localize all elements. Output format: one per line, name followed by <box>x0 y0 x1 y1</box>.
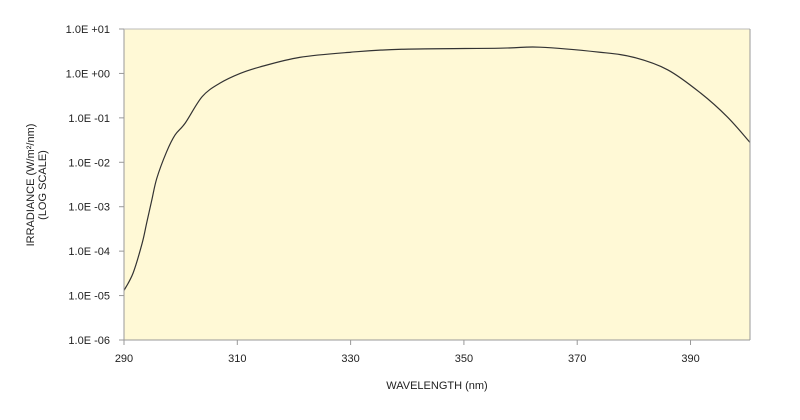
y-tick-label: 1.0E -06 <box>68 335 110 347</box>
x-tick-label: 290 <box>115 353 133 365</box>
y-tick-label: 1.0E +00 <box>66 68 110 80</box>
irradiance-curve <box>123 46 751 291</box>
x-tick-label: 330 <box>341 353 359 365</box>
y-tick-label: 1.0E -02 <box>68 157 110 169</box>
y-tick-label: 1.0E -01 <box>68 113 110 125</box>
y-axis-sublabel: (LOG SCALE) <box>37 150 49 220</box>
x-tick-label: 370 <box>568 353 586 365</box>
x-axis-label: WAVELENGTH (nm) <box>386 380 487 392</box>
plot-area <box>124 29 750 340</box>
y-axis-label: IRRADIANCE (W/m²/nm) <box>25 124 37 247</box>
x-tick-label: 310 <box>228 353 246 365</box>
y-tick-label: 1.0E +01 <box>66 24 110 36</box>
x-tick-label: 350 <box>455 353 473 365</box>
y-tick-label: 1.0E -03 <box>68 202 110 214</box>
x-tick-label: 390 <box>681 353 699 365</box>
y-tick-label: 1.0E -05 <box>68 291 110 303</box>
y-tick-label: 1.0E -04 <box>68 246 110 258</box>
